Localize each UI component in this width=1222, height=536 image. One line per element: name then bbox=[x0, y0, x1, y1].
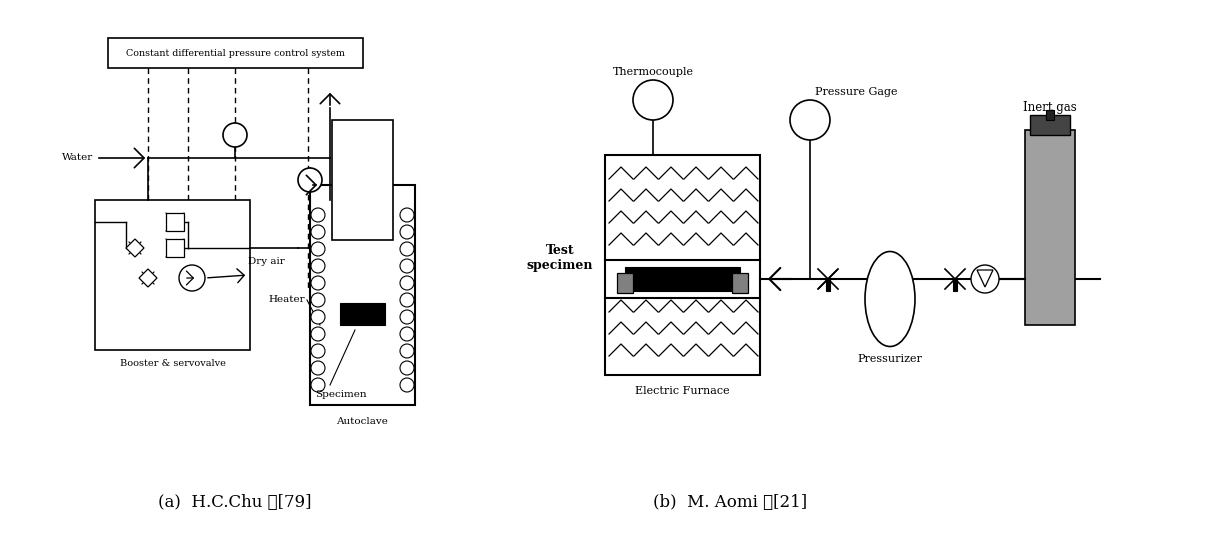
Circle shape bbox=[312, 310, 325, 324]
Text: Pressure Gage: Pressure Gage bbox=[815, 87, 897, 97]
Bar bbox=[605, 155, 760, 375]
Circle shape bbox=[971, 265, 1000, 293]
Text: Booster & servovalve: Booster & servovalve bbox=[120, 360, 225, 369]
Text: Inert gas: Inert gas bbox=[1023, 101, 1077, 115]
Circle shape bbox=[400, 208, 414, 222]
Ellipse shape bbox=[865, 251, 915, 346]
Bar bbox=[166, 239, 185, 257]
Bar bbox=[95, 200, 251, 350]
Text: Test
specimen: Test specimen bbox=[527, 243, 593, 272]
Text: Heater: Heater bbox=[269, 295, 306, 304]
Circle shape bbox=[400, 259, 414, 273]
Polygon shape bbox=[139, 269, 156, 287]
Circle shape bbox=[400, 378, 414, 392]
Circle shape bbox=[312, 242, 325, 256]
Circle shape bbox=[312, 225, 325, 239]
Text: Dry air: Dry air bbox=[248, 257, 285, 266]
Bar bbox=[953, 279, 957, 291]
Circle shape bbox=[312, 327, 325, 341]
Bar bbox=[1025, 130, 1075, 325]
Circle shape bbox=[312, 361, 325, 375]
Bar bbox=[1030, 115, 1070, 135]
Circle shape bbox=[789, 100, 830, 140]
Circle shape bbox=[312, 259, 325, 273]
Circle shape bbox=[400, 310, 414, 324]
Circle shape bbox=[400, 293, 414, 307]
Circle shape bbox=[400, 276, 414, 290]
Text: Pressurizer: Pressurizer bbox=[858, 354, 923, 364]
Bar bbox=[310, 185, 415, 405]
Bar bbox=[166, 213, 185, 231]
Circle shape bbox=[312, 378, 325, 392]
Text: T: T bbox=[648, 93, 659, 107]
Bar bbox=[1046, 110, 1055, 120]
Bar bbox=[617, 273, 633, 293]
Polygon shape bbox=[126, 239, 144, 257]
Text: Autoclave: Autoclave bbox=[336, 416, 389, 426]
Bar bbox=[826, 279, 830, 291]
Circle shape bbox=[400, 327, 414, 341]
Circle shape bbox=[312, 344, 325, 358]
Text: Thermocouple: Thermocouple bbox=[612, 67, 694, 77]
Circle shape bbox=[298, 168, 323, 192]
Circle shape bbox=[178, 265, 205, 291]
Circle shape bbox=[312, 276, 325, 290]
Text: P: P bbox=[805, 113, 815, 127]
Circle shape bbox=[633, 80, 673, 120]
Circle shape bbox=[400, 344, 414, 358]
Text: (b)  M. Aomi 등[21]: (b) M. Aomi 등[21] bbox=[653, 495, 807, 511]
Text: Water: Water bbox=[62, 153, 93, 162]
Bar bbox=[108, 38, 363, 68]
Circle shape bbox=[312, 208, 325, 222]
Bar bbox=[624, 267, 741, 291]
Bar bbox=[340, 303, 385, 325]
Bar bbox=[332, 120, 393, 240]
Text: Specimen: Specimen bbox=[315, 390, 367, 399]
Circle shape bbox=[400, 225, 414, 239]
Bar bbox=[732, 273, 748, 293]
Circle shape bbox=[400, 361, 414, 375]
Text: (a)  H.C.Chu 등[79]: (a) H.C.Chu 등[79] bbox=[159, 495, 312, 511]
Polygon shape bbox=[978, 270, 993, 287]
Circle shape bbox=[312, 293, 325, 307]
Circle shape bbox=[400, 242, 414, 256]
Circle shape bbox=[222, 123, 247, 147]
Text: Constant differential pressure control system: Constant differential pressure control s… bbox=[126, 48, 345, 57]
Text: Electric Furnace: Electric Furnace bbox=[635, 386, 730, 396]
